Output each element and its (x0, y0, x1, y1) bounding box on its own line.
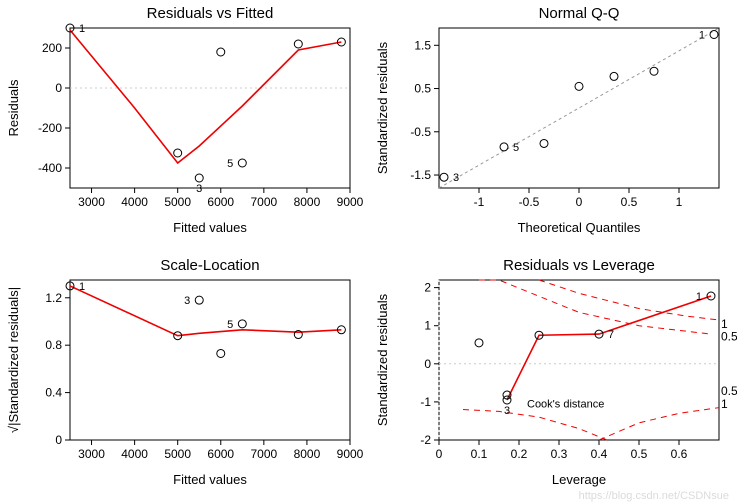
svg-text:3: 3 (503, 405, 509, 417)
svg-text:7: 7 (608, 329, 614, 341)
svg-text:9000: 9000 (337, 195, 364, 209)
svg-text:5: 5 (513, 142, 519, 154)
svg-text:Residuals vs Leverage: Residuals vs Leverage (503, 257, 655, 274)
svg-text:Cook's distance: Cook's distance (527, 399, 604, 411)
svg-text:Standardized residuals: Standardized residuals (375, 293, 390, 426)
svg-text:0.2: 0.2 (510, 447, 527, 461)
diagnostic-plots-grid: Residuals vs Fitted Fitted values Residual… (0, 0, 737, 504)
svg-text:1: 1 (721, 397, 728, 411)
svg-text:0.4: 0.4 (590, 447, 607, 461)
panel-reslev: Residuals vs Leverage Leverage Standardize… (369, 252, 737, 504)
svg-text:0: 0 (424, 357, 431, 371)
svg-text:0: 0 (435, 447, 442, 461)
svg-text:5000: 5000 (164, 195, 191, 209)
svg-text:-1: -1 (473, 195, 484, 209)
svg-text:0.5: 0.5 (414, 82, 431, 96)
svg-text:4000: 4000 (121, 195, 148, 209)
svg-text:1: 1 (695, 291, 701, 303)
svg-text:0: 0 (575, 195, 582, 209)
svg-text:-2: -2 (420, 433, 431, 447)
svg-text:0.5: 0.5 (630, 447, 647, 461)
svg-text:3: 3 (196, 183, 202, 195)
svg-text:1: 1 (698, 29, 704, 41)
svg-text:0.3: 0.3 (550, 447, 567, 461)
svg-text:1: 1 (79, 281, 85, 293)
svg-text:1: 1 (424, 319, 431, 333)
svg-text:5000: 5000 (164, 447, 191, 461)
svg-text:0.4: 0.4 (45, 386, 62, 400)
svg-text:0.5: 0.5 (620, 195, 637, 209)
svg-text:Standardized residuals: Standardized residuals (375, 41, 390, 174)
svg-text:Normal Q-Q: Normal Q-Q (538, 5, 619, 22)
svg-text:4000: 4000 (121, 447, 148, 461)
svg-text:-400: -400 (38, 161, 62, 175)
svg-text:-0.5: -0.5 (518, 195, 539, 209)
svg-text:0: 0 (55, 433, 62, 447)
svg-text:3000: 3000 (78, 447, 105, 461)
panel-qq: Normal Q-Q Theoretical Quantiles Standardi… (369, 0, 737, 252)
svg-text:0.5: 0.5 (721, 329, 737, 343)
svg-text:200: 200 (42, 41, 62, 55)
svg-text:3000: 3000 (78, 195, 105, 209)
panel-resfit: Residuals vs Fitted Fitted values Residual… (0, 0, 369, 252)
svg-text:8000: 8000 (294, 447, 321, 461)
svg-text:6000: 6000 (207, 195, 234, 209)
svg-text:5: 5 (227, 158, 233, 170)
svg-text:Fitted values: Fitted values (173, 220, 247, 235)
svg-text:0.5: 0.5 (721, 384, 737, 398)
svg-text:0.8: 0.8 (45, 338, 62, 352)
svg-text:1.5: 1.5 (414, 38, 431, 52)
svg-text:0.1: 0.1 (470, 447, 487, 461)
svg-text:3: 3 (453, 172, 459, 184)
svg-text:Residuals vs Fitted: Residuals vs Fitted (147, 5, 274, 22)
svg-text:2: 2 (424, 281, 431, 295)
svg-text:0: 0 (55, 81, 62, 95)
svg-text:8000: 8000 (294, 195, 321, 209)
svg-text:7000: 7000 (250, 447, 277, 461)
svg-text:3: 3 (184, 295, 190, 307)
panel-scaleloc: Scale-Location Fitted values √|Standardize… (0, 252, 369, 504)
svg-text:9000: 9000 (337, 447, 364, 461)
svg-text:7000: 7000 (250, 195, 277, 209)
svg-text:1: 1 (79, 23, 85, 35)
svg-text:-0.5: -0.5 (410, 125, 431, 139)
svg-text:-1.5: -1.5 (410, 168, 431, 182)
svg-text:1.2: 1.2 (45, 291, 62, 305)
svg-text:Fitted values: Fitted values (173, 472, 247, 487)
svg-text:Scale-Location: Scale-Location (160, 257, 259, 274)
svg-text:Residuals: Residuals (6, 79, 21, 137)
svg-text:-1: -1 (420, 395, 431, 409)
svg-text:5: 5 (227, 319, 233, 331)
svg-text:0.6: 0.6 (670, 447, 687, 461)
svg-text:Leverage: Leverage (551, 472, 605, 487)
svg-text:1: 1 (675, 195, 682, 209)
svg-text:6000: 6000 (207, 447, 234, 461)
svg-text:√|Standardized residuals|: √|Standardized residuals| (6, 287, 21, 433)
svg-text:-200: -200 (38, 121, 62, 135)
svg-text:Theoretical Quantiles: Theoretical Quantiles (517, 220, 640, 235)
